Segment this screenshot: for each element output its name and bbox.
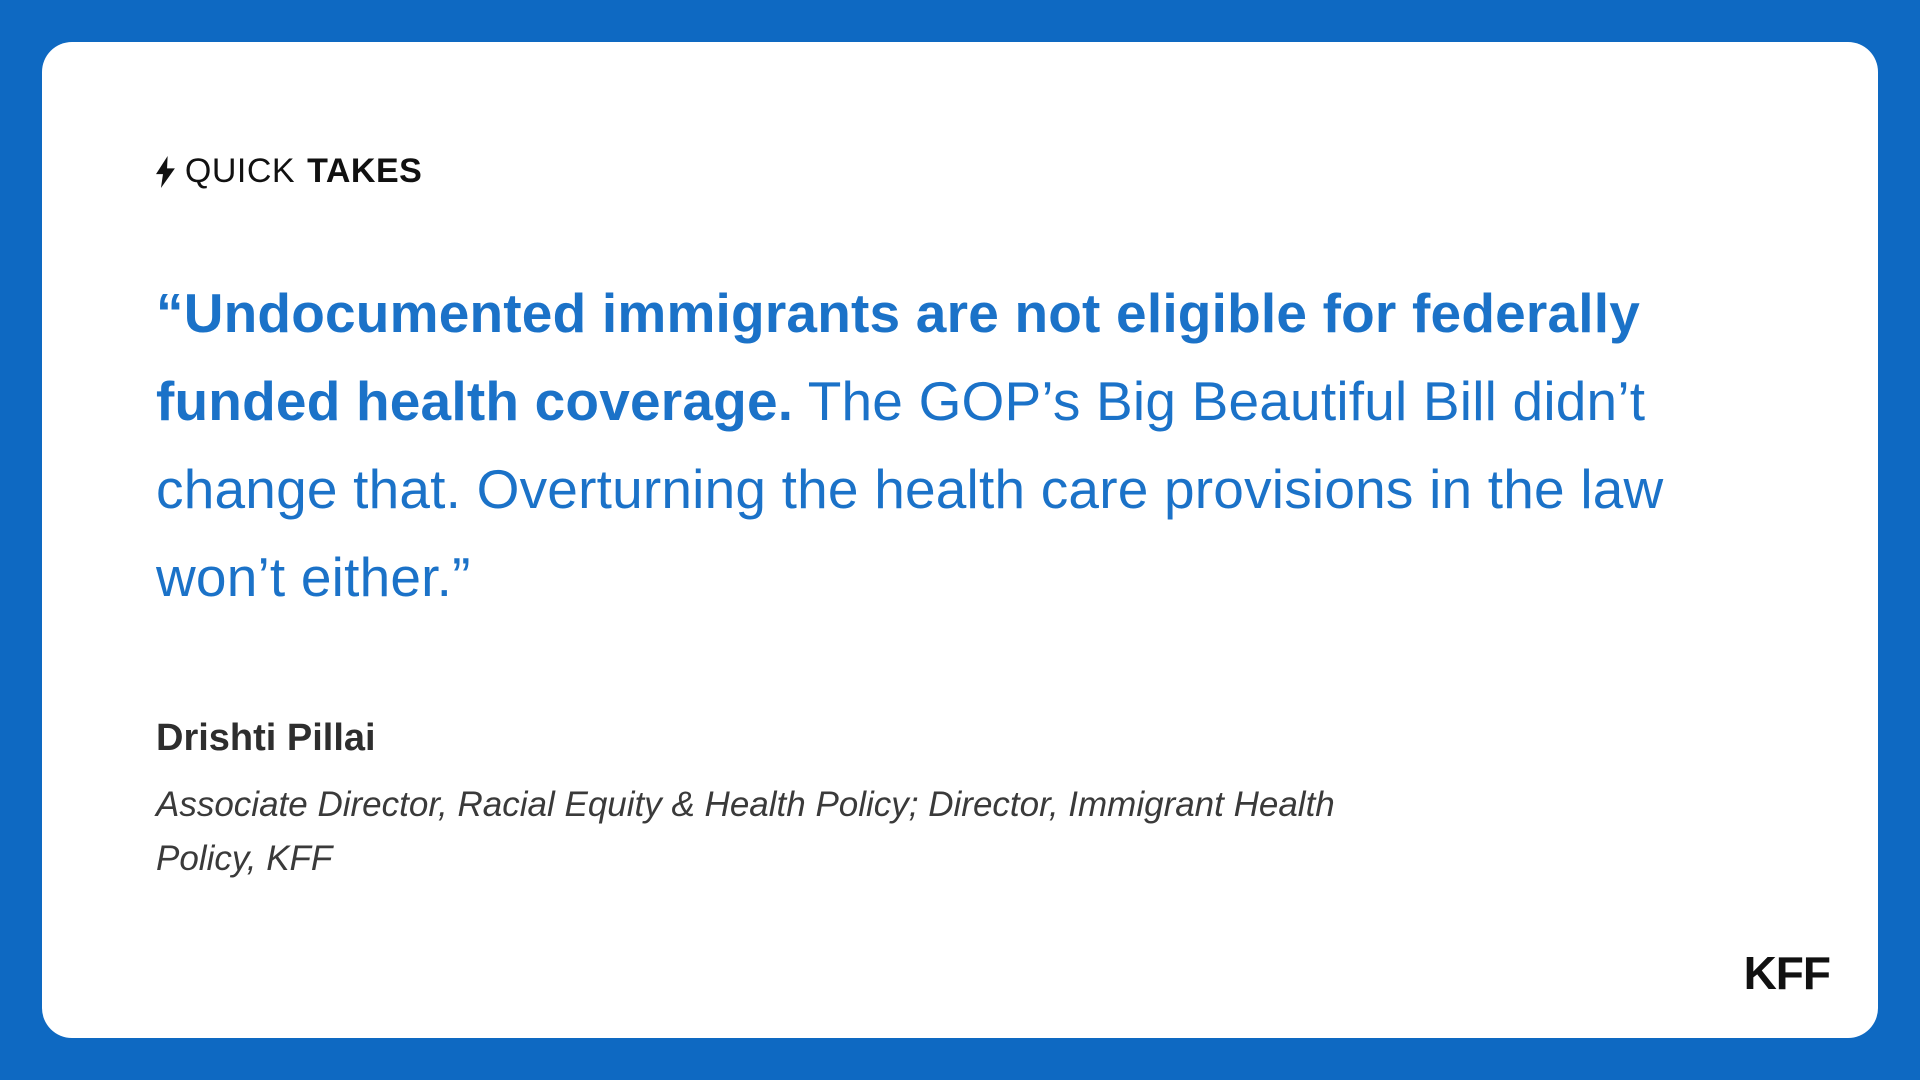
quote-card: QUICK TAKES “Undocumented immigrants are…: [42, 42, 1878, 1038]
kff-logo: KFF: [1743, 947, 1831, 999]
attribution-title: Associate Director, Racial Equity & Heal…: [156, 785, 1335, 879]
quote-text: “Undocumented immigrants are not eligibl…: [156, 269, 1726, 621]
quote-regular-segment: The GOP’s Big Beautiful Bill didn’t chan…: [156, 370, 1664, 608]
quick-takes-brand: QUICK TAKES: [156, 152, 1758, 191]
brand-word-quick: QUICK: [184, 152, 296, 190]
quote-bold-segment: “Undocumented immigrants are not eligibl…: [156, 282, 1641, 432]
attribution-name: Drishti Pillai: [156, 717, 376, 759]
attribution-block: Drishti Pillai Associate Director, Racia…: [156, 717, 1758, 887]
brand-word-takes: TAKES: [307, 152, 423, 190]
lightning-bolt-icon: [156, 155, 175, 188]
